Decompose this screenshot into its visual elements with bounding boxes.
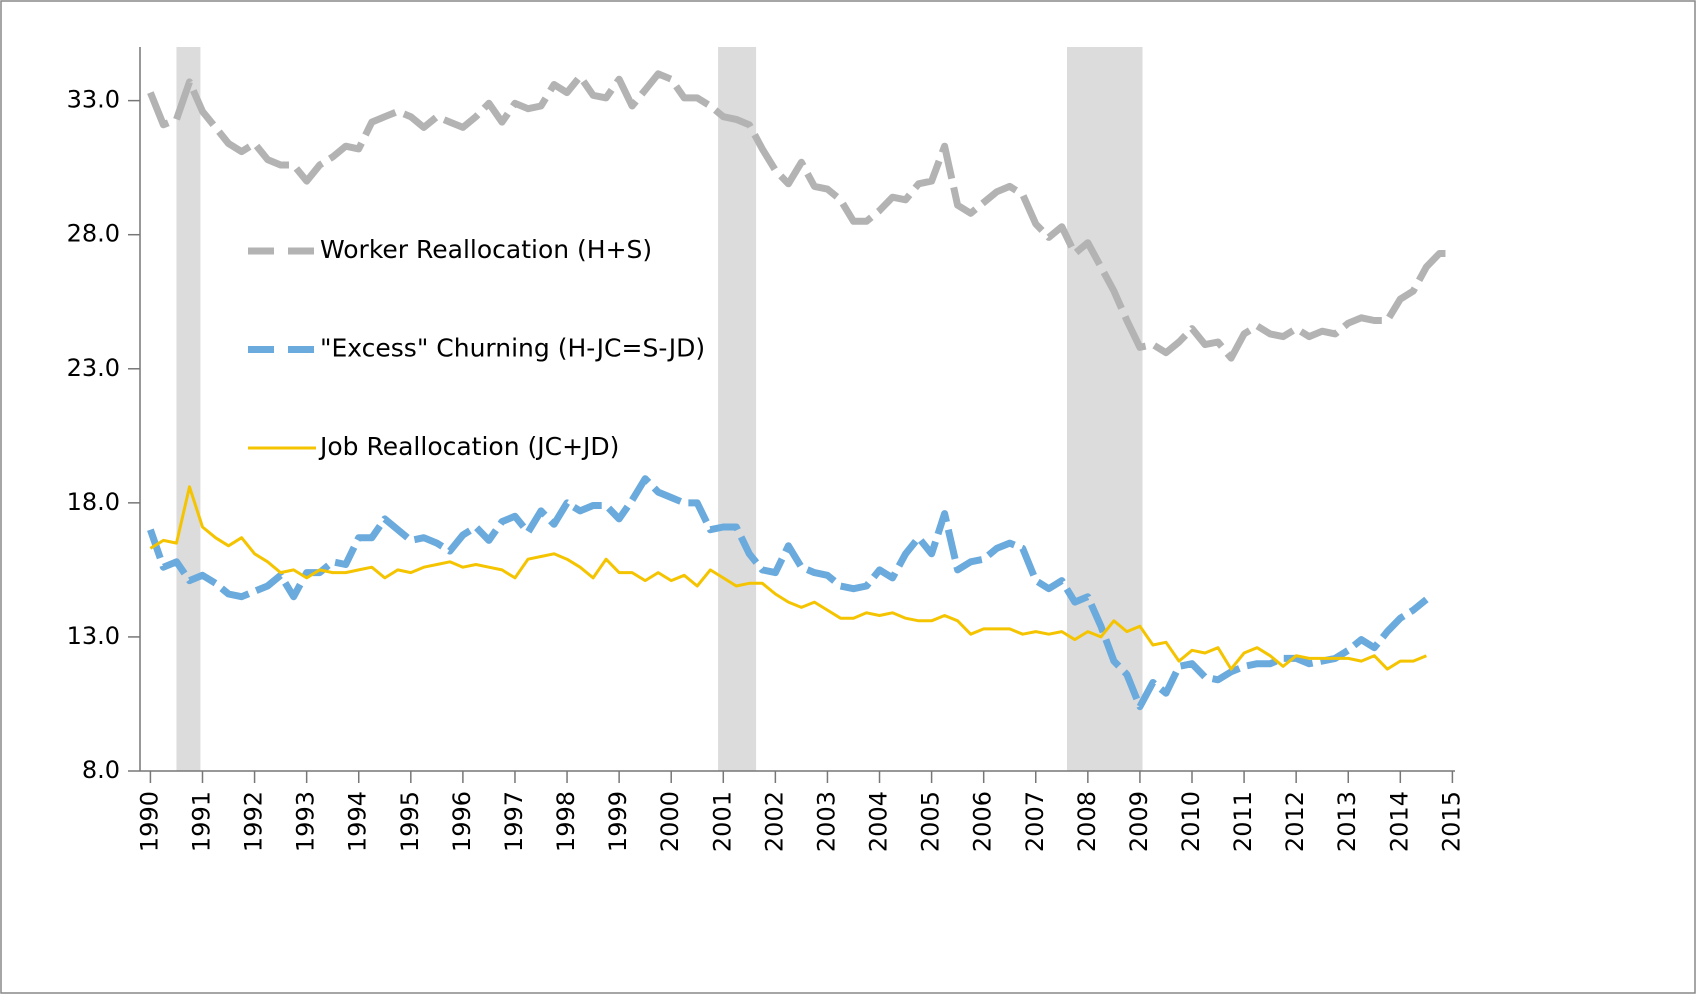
- x-tick-label: 2006: [969, 791, 997, 852]
- y-tick-label: 28.0: [67, 220, 120, 248]
- series-line: [147, 475, 1429, 711]
- x-tick-label: 2012: [1281, 791, 1309, 852]
- x-tick-label: 1997: [500, 791, 528, 852]
- x-tick-label: 2001: [708, 791, 736, 852]
- series-line: [149, 485, 1427, 671]
- legend-label: Job Reallocation (JC+JD): [318, 432, 619, 461]
- legend: Worker Reallocation (H+S) "Excess" Churni…: [248, 235, 705, 461]
- y-tick-label: 33.0: [67, 86, 120, 114]
- x-tick-label: 1996: [448, 791, 476, 852]
- x-tick-label: 2008: [1073, 791, 1101, 852]
- y-tick-label: 13.0: [67, 622, 120, 650]
- x-tick-label: 2003: [812, 791, 840, 852]
- x-tick-label: 2005: [917, 791, 945, 852]
- y-tick-label: 8.0: [82, 756, 120, 784]
- x-tick-label: 2011: [1229, 791, 1257, 852]
- x-tick-label: 2007: [1021, 791, 1049, 852]
- x-tick-label: 1991: [187, 791, 215, 852]
- x-tick-label: 2009: [1125, 791, 1153, 852]
- series-line: [147, 70, 1453, 362]
- y-tick-label: 18.0: [67, 488, 120, 516]
- x-tick-label: 1993: [292, 791, 320, 852]
- x-tick-label: 2002: [760, 791, 788, 852]
- x-tick-label: 2000: [656, 791, 684, 852]
- recession-band: [718, 47, 757, 771]
- x-tick-label: 1990: [135, 791, 163, 852]
- x-tick-label: 2004: [865, 791, 893, 852]
- x-tick-label: 1992: [240, 791, 268, 852]
- x-tick-label: 1994: [344, 791, 372, 852]
- x-tick-label: 1999: [604, 791, 632, 852]
- x-tick-label: 2015: [1437, 791, 1465, 852]
- recession-band: [176, 47, 201, 771]
- x-tick-label: 2013: [1333, 791, 1361, 852]
- x-tick-label: 1995: [396, 791, 424, 852]
- legend-label: Worker Reallocation (H+S): [320, 235, 652, 264]
- shaded-periods: [176, 47, 1143, 771]
- x-tick-label: 2010: [1177, 791, 1205, 852]
- x-tick-label: 1998: [552, 791, 580, 852]
- recession-band: [1067, 47, 1143, 771]
- legend-label: "Excess" Churning (H-JC=S-JD): [320, 334, 705, 363]
- plot-lines: [147, 70, 1453, 711]
- axes: 8.0 13.0 18.0 23.0 28.0 33.0 1990 1991 1992 1993 1…: [67, 47, 1465, 852]
- x-tick-label: 2014: [1385, 791, 1413, 852]
- y-tick-label: 23.0: [67, 354, 120, 382]
